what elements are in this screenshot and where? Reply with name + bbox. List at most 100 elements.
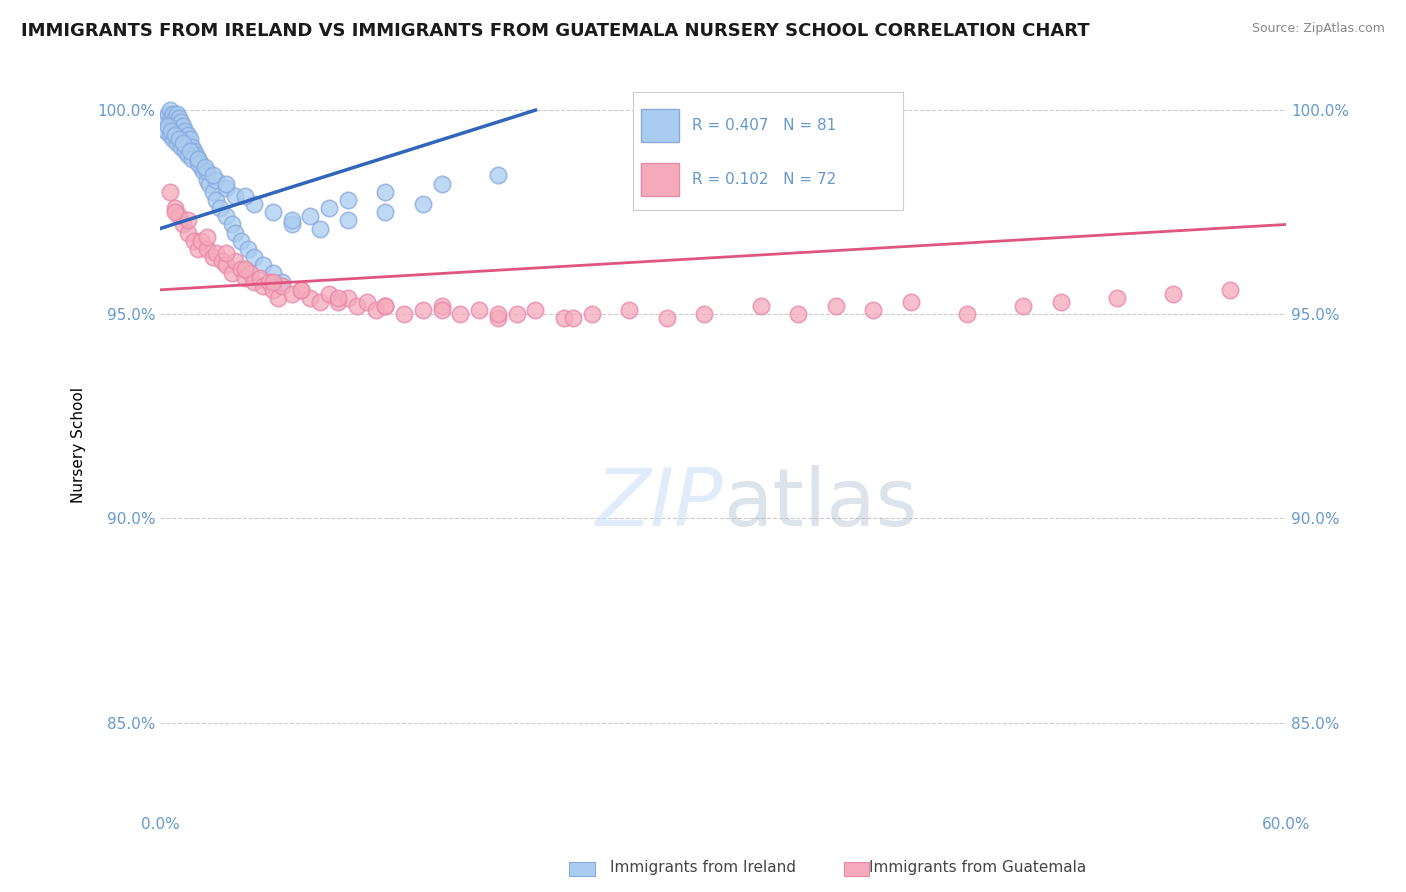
Point [155,123,177,137]
Point [233,189,256,203]
Point [524,303,547,318]
Point [267,291,290,305]
Point [167,115,190,129]
Point [655,311,678,326]
Point [205,246,228,260]
Point [190,161,212,175]
Point [280,218,302,232]
Point [486,169,509,183]
Point [159,115,181,129]
Point [159,128,181,142]
Point [271,275,294,289]
Point [215,177,238,191]
Point [201,169,224,183]
Point [177,226,200,240]
Point [356,295,378,310]
Point [205,172,228,186]
Point [299,209,322,223]
Point [177,128,200,142]
Point [179,144,201,158]
Point [165,201,187,215]
Point [374,205,396,219]
Point [165,205,187,219]
Point [183,234,205,248]
Point [239,267,262,281]
Point [262,275,284,289]
Point [177,148,200,162]
Point [693,307,716,321]
Point [173,123,195,137]
Point [155,112,177,126]
Point [243,250,266,264]
Point [308,295,330,310]
Point [824,299,846,313]
Point [224,189,246,203]
Point [177,136,200,150]
Point [318,286,340,301]
Point [412,197,434,211]
Text: atlas: atlas [723,465,918,543]
Point [188,156,211,170]
Point [172,218,194,232]
Point [201,185,224,199]
Point [215,258,238,272]
Point [209,201,232,215]
Point [160,112,183,126]
Point [181,140,204,154]
Point [280,286,302,301]
Point [211,254,233,268]
Point [299,291,322,305]
Point [170,115,193,129]
Point [215,246,238,260]
Point [166,136,188,150]
Point [271,278,294,293]
Point [412,303,434,318]
Text: Source: ZipAtlas.com: Source: ZipAtlas.com [1251,22,1385,36]
Point [165,115,187,129]
Point [262,205,284,219]
Point [184,148,207,162]
Point [336,213,359,227]
Point [195,229,218,244]
Point [167,209,190,223]
Point [336,193,359,207]
Point [505,307,527,321]
Point [336,291,359,305]
Point [787,307,810,321]
Point [262,283,284,297]
Text: Immigrants from Ireland: Immigrants from Ireland [610,860,796,874]
Point [187,242,209,256]
Point [167,112,190,126]
Point [562,311,585,326]
Text: Immigrants from Guatemala: Immigrants from Guatemala [869,860,1085,874]
Point [249,270,271,285]
Point [900,295,922,310]
Point [162,107,184,121]
Point [176,131,198,145]
Point [193,164,215,178]
Point [280,213,302,227]
Point [170,140,193,154]
Point [156,120,179,134]
Point [1163,286,1185,301]
Point [172,123,194,137]
Point [290,283,312,297]
Point [581,307,603,321]
Point [190,234,212,248]
Point [177,213,200,227]
Point [374,299,396,313]
Point [201,250,224,264]
Point [233,262,256,277]
Point [619,303,641,318]
Point [430,177,453,191]
Point [181,152,204,166]
Point [374,299,396,313]
Point [486,311,509,326]
Point [1219,283,1241,297]
Point [229,234,252,248]
Point [430,303,453,318]
Point [233,270,256,285]
Point [243,197,266,211]
Point [221,267,243,281]
Point [468,303,491,318]
